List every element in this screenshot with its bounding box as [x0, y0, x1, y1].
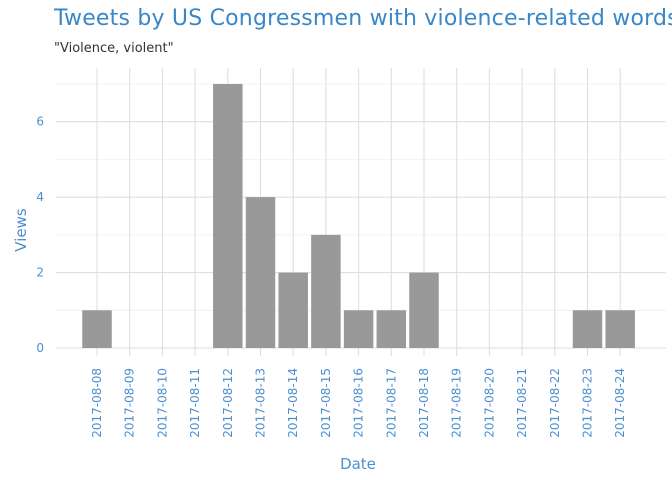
bar-2017-08-23 [572, 310, 603, 348]
bar-2017-08-12 [213, 84, 243, 348]
x-tick-label: 2017-08-10 [155, 368, 169, 438]
bar-2017-08-16 [343, 310, 374, 348]
x-tick-label: 2017-08-18 [417, 368, 431, 438]
y-tick-labels: 0 2 4 6 [36, 115, 44, 355]
bar-2017-08-08 [82, 310, 112, 348]
bar-2017-08-13 [245, 197, 276, 348]
x-tick-label: 2017-08-08 [90, 368, 104, 438]
x-tick-label: 2017-08-22 [548, 368, 562, 438]
x-axis-title: Date [340, 455, 376, 473]
x-tick-label: 2017-08-20 [482, 368, 496, 438]
chart-subtitle: "Violence, violent" [54, 41, 174, 56]
x-tick-label: 2017-08-21 [515, 368, 529, 438]
x-tick-label: 2017-08-12 [221, 368, 235, 438]
y-tick-label: 4 [36, 190, 44, 204]
chart-title: Tweets by US Congressmen with violence-r… [54, 6, 672, 31]
x-tick-label: 2017-08-14 [286, 368, 300, 438]
x-tick-label: 2017-08-09 [123, 368, 137, 438]
x-tick-label: 2017-08-17 [384, 368, 398, 438]
y-tick-label: 0 [36, 341, 44, 355]
x-tick-label: 2017-08-15 [319, 368, 333, 438]
bar-2017-08-17 [376, 310, 407, 348]
bar-2017-08-24 [605, 310, 635, 348]
x-tick-label: 2017-08-23 [581, 368, 595, 438]
y-tick-label: 2 [36, 266, 44, 280]
bar-2017-08-18 [409, 272, 439, 348]
x-tick-label: 2017-08-16 [352, 368, 366, 438]
x-tick-label: 2017-08-19 [450, 368, 464, 438]
x-tick-label: 2017-08-13 [254, 368, 268, 438]
bar-2017-08-14 [278, 272, 308, 348]
y-tick-label: 6 [36, 115, 44, 129]
bar-2017-08-15 [311, 234, 341, 348]
x-tick-label: 2017-08-24 [613, 368, 627, 438]
x-tick-label: 2017-08-11 [188, 368, 202, 438]
bars [82, 84, 635, 348]
x-tick-labels: 2017-08-08 2017-08-09 2017-08-10 2017-08-11… [90, 368, 627, 438]
y-axis-title: Views [12, 208, 30, 252]
